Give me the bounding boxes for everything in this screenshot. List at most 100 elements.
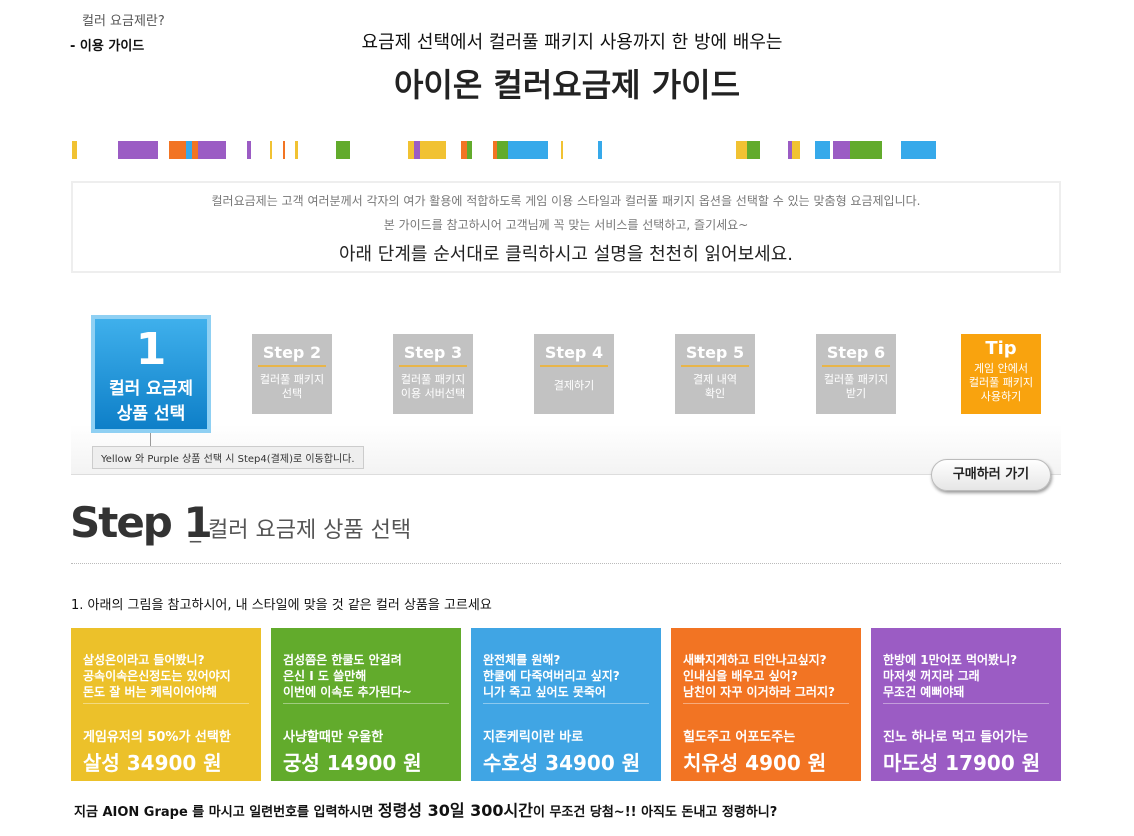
step-label: 컬러 요금제 <box>108 379 194 399</box>
color-segment <box>508 141 548 159</box>
color-segment <box>198 141 226 159</box>
color-segment <box>467 141 472 159</box>
color-segment <box>414 141 420 159</box>
card-divider <box>483 703 649 704</box>
step-label: 이용 서버선택 <box>400 387 466 400</box>
card-description: 살성온이라고 들어봤니? 공속이속은신정도는 있어야지 돈도 잘 버는 케릭이어야해 <box>83 653 231 699</box>
color-segment <box>169 141 186 159</box>
product-card[interactable]: 살성온이라고 들어봤니? 공속이속은신정도는 있어야지 돈도 잘 버는 케릭이어야해… <box>71 628 261 781</box>
step-label: 상품 선택 <box>116 404 186 424</box>
card-divider <box>283 703 449 704</box>
step-3-button[interactable]: Step 3 컬러풀 패키지 이용 서버선택 <box>393 334 473 414</box>
promo-part: 지금 AION Grape 를 마시고 일련번호를 입력하시면 <box>74 805 378 820</box>
question-text: 1. 아래의 그림을 참고하시어, 내 스타일에 맞을 것 같은 컬러 상품을 … <box>71 598 492 613</box>
step-5-button[interactable]: Step 5 결제 내역 확인 <box>675 334 755 414</box>
tip-label: 게임 안에서 <box>973 362 1029 375</box>
intro-box: 컬러요금제는 고객 여러분께서 각자의 여가 활용에 적합하도록 게임 이용 스… <box>71 181 1061 273</box>
intro-line: 본 가이드를 참고하시어 고객님께 꼭 맞는 서비스를 선택하고, 즐기세요~ <box>383 218 749 232</box>
nav-usage-guide[interactable]: - 이용 가이드 <box>70 39 145 54</box>
step-heading: Step 4 <box>540 343 608 367</box>
promo-text: 지금 AION Grape 를 마시고 일련번호를 입력하시면 정령성 30일 … <box>74 797 777 821</box>
color-segment <box>561 141 563 159</box>
step-heading: Step 3 <box>399 343 467 367</box>
color-segment <box>295 141 298 159</box>
card-description: 검성쯤은 한쿨도 안걸려 은신 I 도 쓸만해 이번에 이속도 추가된다~ <box>283 653 412 699</box>
product-card[interactable]: 검성쯤은 한쿨도 안걸려 은신 I 도 쓸만해 이번에 이속도 추가된다~ 사냥할때만… <box>271 628 461 781</box>
step-label: 결제 내역 <box>693 373 737 386</box>
color-segment <box>72 141 77 159</box>
step-label: 결제하기 <box>553 379 595 392</box>
step-number: 1 <box>135 324 167 375</box>
color-segment <box>493 141 497 159</box>
color-segment <box>497 141 508 159</box>
card-price: 치유성 4900 원 <box>683 751 827 775</box>
color-segment <box>901 141 936 159</box>
card-divider <box>683 703 849 704</box>
step-1-button[interactable]: 1 컬러 요금제 상품 선택 <box>91 315 211 433</box>
color-segment <box>283 141 285 159</box>
step-label: 확인 <box>704 387 726 400</box>
step-label: 받기 <box>845 387 867 400</box>
card-subtitle: 진노 하나로 먹고 들어가는 <box>883 730 1029 745</box>
tip-label: 컬러풀 패키지 <box>968 376 1034 389</box>
step-4-button[interactable]: Step 4 결제하기 <box>534 334 614 414</box>
section-heading: Step 1 <box>70 498 213 547</box>
step-label: 컬러풀 패키지 <box>400 373 466 386</box>
card-divider <box>883 703 1049 704</box>
color-segment <box>408 141 414 159</box>
color-segment <box>815 141 830 159</box>
tip-button[interactable]: Tip 게임 안에서 컬러풀 패키지 사용하기 <box>961 334 1041 414</box>
card-description: 새빠지게하고 티안나고싶지? 인내심을 배우고 싶어? 남친이 자꾸 이거하라 그러… <box>683 653 835 699</box>
step-label: 컬러풀 패키지 <box>259 373 325 386</box>
color-segment <box>788 141 792 159</box>
intro-line: 컬러요금제는 고객 여러분께서 각자의 여가 활용에 적합하도록 게임 이용 스… <box>211 194 921 208</box>
page-title: 아이온 컬러요금제 가이드 <box>393 66 741 104</box>
color-segment <box>850 141 882 159</box>
color-segment <box>792 141 800 159</box>
buy-button[interactable]: 구매하러 가기 <box>931 459 1051 491</box>
product-card[interactable]: 새빠지게하고 티안나고싶지? 인내심을 배우고 싶어? 남친이 자꾸 이거하라 그러… <box>671 628 861 781</box>
step-6-button[interactable]: Step 6 컬러풀 패키지 받기 <box>816 334 896 414</box>
card-subtitle: 지존케릭이란 바로 <box>483 730 584 745</box>
card-divider <box>83 703 249 704</box>
card-price: 궁성 14900 원 <box>283 751 422 775</box>
step-label: 선택 <box>281 387 303 400</box>
tip-label: 사용하기 <box>980 390 1022 403</box>
intro-instruction: 아래 단계를 순서대로 클릭하시고 설명을 천천히 읽어보세요. <box>338 244 794 265</box>
card-subtitle: 사냥할때만 우울한 <box>283 730 384 745</box>
card-subtitle: 힐도주고 어포도주는 <box>683 730 796 745</box>
promo-part: 이 무조건 당첨~!! 아직도 돈내고 정령하니? <box>532 805 778 820</box>
page-subtitle: 요금제 선택에서 컬러풀 패키지 사용까지 한 방에 배우는 <box>361 32 783 53</box>
color-segment <box>192 141 198 159</box>
card-price: 마도성 17900 원 <box>883 751 1041 775</box>
card-price: 수호성 34900 원 <box>483 751 641 775</box>
card-price: 살성 34900 원 <box>83 751 222 775</box>
card-description: 완전체를 원해? 한쿨에 다죽여버리고 싶지? 니가 죽고 싶어도 못죽어 <box>483 653 620 699</box>
color-segment <box>118 141 158 159</box>
divider <box>71 563 1061 564</box>
step-2-button[interactable]: Step 2 컬러풀 패키지 선택 <box>252 334 332 414</box>
step-label: 컬러풀 패키지 <box>823 373 889 386</box>
nav-color-plan[interactable]: 컬러 요금제란? <box>82 14 165 29</box>
color-segment <box>336 141 350 159</box>
note-connector <box>150 433 151 446</box>
color-segment <box>833 141 850 159</box>
step-heading: Step 6 <box>822 343 890 367</box>
color-segment <box>270 141 272 159</box>
promo-highlight: 정령성 30일 300시간 <box>377 801 533 820</box>
step-heading: Step 2 <box>258 343 326 367</box>
step-note: Yellow 와 Purple 상품 선택 시 Step4(결제)로 이동합니다… <box>92 446 364 469</box>
color-segment <box>461 141 467 159</box>
tip-heading: Tip <box>985 338 1017 359</box>
color-segment <box>186 141 192 159</box>
step-heading: Step 5 <box>681 343 749 367</box>
card-subtitle: 게임유저의 50%가 선택한 <box>83 730 231 745</box>
color-segment <box>736 141 747 159</box>
color-segment <box>420 141 446 159</box>
color-segment <box>747 141 760 159</box>
color-segment <box>247 141 251 159</box>
card-description: 한방에 1만어포 먹어봤니? 마저셋 꺼지라 그래 무조건 예뻐야돼 <box>883 653 1018 699</box>
color-segment <box>598 141 602 159</box>
